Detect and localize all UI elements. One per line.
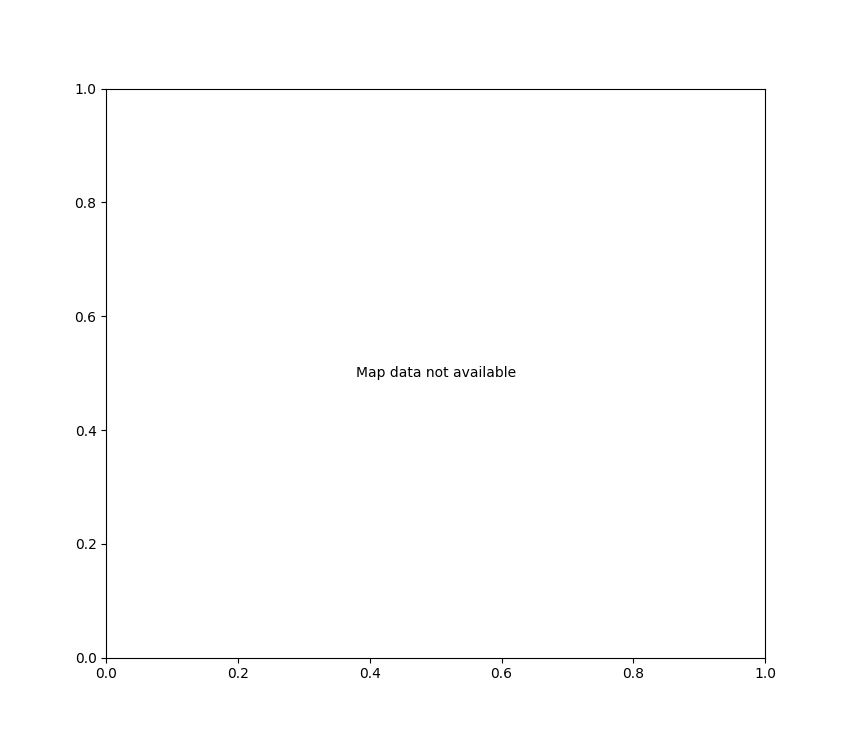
Text: Map data not available: Map data not available — [355, 367, 516, 380]
